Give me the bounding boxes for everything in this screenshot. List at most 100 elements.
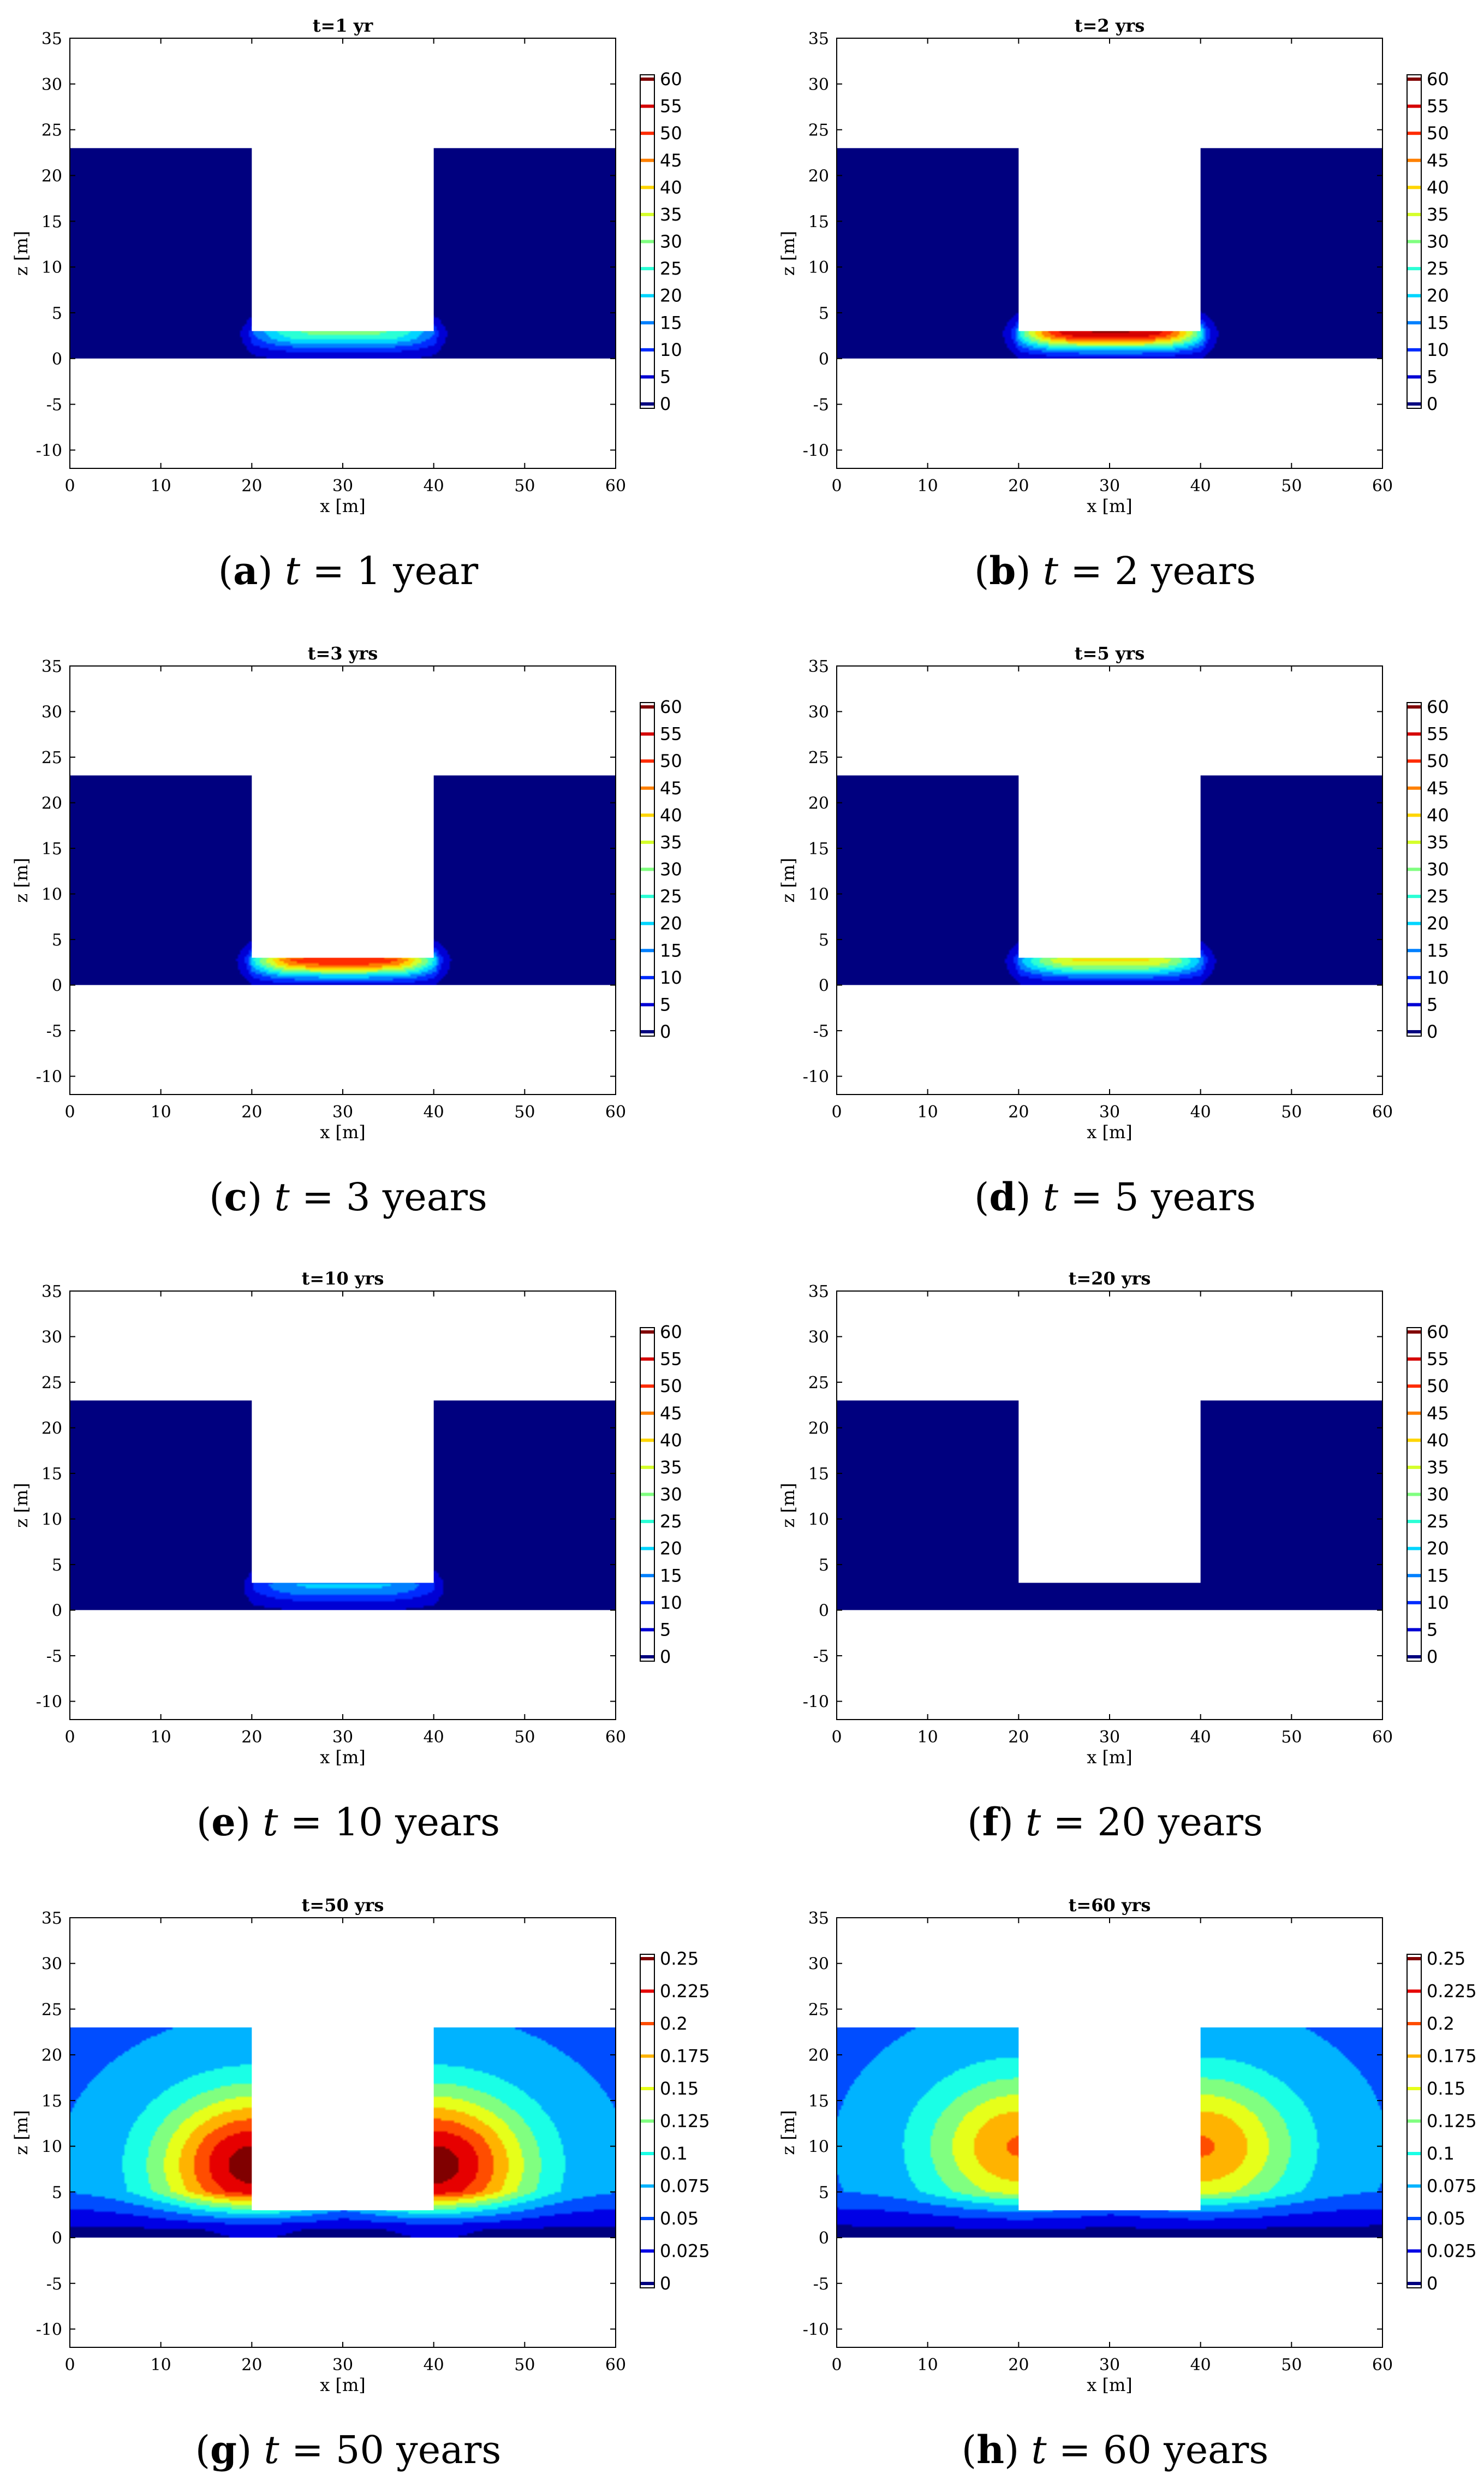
colorbar-swatch: [641, 294, 654, 298]
colorbar-swatch: [1408, 2249, 1421, 2253]
colorbar-swatch: [1408, 1030, 1421, 1033]
x-tick-label: 10: [917, 477, 938, 496]
colorbar-swatch: [641, 240, 654, 243]
panel-title: t=10 yrs: [302, 1268, 384, 1289]
colorbar-tick-label: 55: [1427, 724, 1449, 745]
colorbar-swatch: [641, 1384, 654, 1388]
caption-time-symbol: t: [1043, 1175, 1059, 1220]
colorbar-tick-label: 55: [660, 96, 682, 117]
colorbar-tick-label: 0.1: [1427, 2143, 1455, 2164]
colorbar-tick-label: 0: [660, 2273, 671, 2294]
colorbar-tick-label: 20: [1427, 1538, 1449, 1559]
y-tick-label: 25: [41, 748, 62, 768]
colorbar-tick-label: 0.1: [660, 2143, 688, 2164]
caption-letter: d: [989, 1174, 1016, 1220]
caption-time-symbol: t: [263, 1800, 278, 1845]
colorbar-swatch: [1408, 759, 1421, 763]
colorbar-swatch: [641, 2119, 654, 2123]
colorbar-tick-label: 0.175: [1427, 2046, 1477, 2067]
x-tick-label: 40: [424, 1728, 444, 1747]
colorbar-tick-label: 50: [660, 1376, 682, 1396]
y-tick-label: 5: [819, 304, 829, 323]
y-tick-label: 35: [41, 1909, 62, 1928]
colorbar-swatch: [641, 348, 654, 352]
colorbar: 0 5 10 15 20 25 30 35 40 45 50 55 60: [640, 697, 682, 1042]
y-tick-label: 0: [52, 350, 62, 369]
y-tick-label: 5: [819, 931, 829, 950]
colorbar-tick-label: 45: [1427, 778, 1449, 799]
colorbar-swatch: [1408, 1384, 1421, 1388]
y-tick-label: 5: [52, 1556, 62, 1575]
y-tick-label: 35: [808, 1282, 829, 1301]
caption-text: = 10 years: [278, 1800, 500, 1845]
y-tick-label: 25: [41, 1373, 62, 1393]
y-tick-label: -5: [813, 1022, 829, 1041]
y-tick-label: 25: [808, 121, 829, 140]
colorbar-swatch: [641, 375, 654, 379]
x-axis-label: x [m]: [1087, 1747, 1133, 1768]
y-tick-label: 30: [808, 703, 829, 722]
colorbar-swatch: [641, 813, 654, 817]
colorbar-tick-label: 20: [660, 1538, 682, 1559]
colorbar-swatch: [641, 321, 654, 325]
colorbar-tick-label: 0.225: [660, 1981, 710, 2002]
y-tick-label: 30: [41, 75, 62, 94]
colorbar-tick-label: 10: [1427, 1592, 1449, 1613]
panel-title: t=1 yr: [313, 15, 374, 36]
x-tick-label: 10: [917, 2356, 938, 2375]
caption-letter: f: [982, 1799, 1000, 1845]
colorbar-tick-label: 35: [1427, 204, 1449, 225]
colorbar-tick-label: 15: [660, 312, 682, 333]
y-tick-label: -5: [46, 396, 62, 415]
x-tick-label: 40: [1190, 1728, 1211, 1747]
colorbar-tick-label: 25: [1427, 886, 1449, 907]
colorbar-tick-label: 0.25: [1427, 1948, 1465, 1969]
colorbar-tick-label: 40: [1427, 805, 1449, 825]
colorbar: 0 0.025 0.05 0.075 0.1 0.125 0.15 0.175 0.2 0.225…: [1406, 1948, 1477, 2294]
colorbar-swatch: [1408, 1330, 1421, 1334]
x-tick-label: 10: [917, 1103, 938, 1122]
x-tick-label: 0: [831, 1728, 842, 1747]
colorbar-tick-label: 55: [1427, 1349, 1449, 1370]
colorbar-tick-label: 40: [660, 805, 682, 825]
colorbar-swatch: [1408, 2152, 1421, 2155]
colorbar-tick-label: 40: [1427, 1430, 1449, 1450]
panel-title: t=50 yrs: [302, 1895, 384, 1916]
colorbar-swatch: [1408, 1655, 1421, 1658]
y-tick-label: -10: [803, 1693, 829, 1712]
caption-time-symbol: t: [1032, 2428, 1047, 2472]
x-tick-label: 0: [831, 1103, 842, 1122]
x-tick-label: 30: [332, 477, 353, 496]
x-tick-label: 0: [64, 2356, 75, 2375]
colorbar-swatch: [641, 786, 654, 790]
panel-g: t=50 yrs 0 10 20 30 40 50 60 -10 -5 0 5 10 15 20 25 30 35…: [11, 1895, 710, 2472]
x-tick-label: 30: [1099, 1103, 1120, 1122]
colorbar-swatch: [1408, 705, 1421, 709]
x-tick-label: 20: [241, 477, 262, 496]
colorbar-swatch: [641, 1601, 654, 1604]
x-tick-label: 10: [151, 477, 171, 496]
x-tick-label: 60: [605, 2356, 626, 2375]
y-axis-label: z [m]: [778, 2110, 798, 2155]
colorbar-swatch: [641, 976, 654, 979]
y-tick-label: 10: [808, 2138, 829, 2157]
caption-letter: e: [211, 1799, 236, 1845]
y-tick-label: -10: [803, 1068, 829, 1087]
colorbar-swatch: [641, 2249, 654, 2253]
x-tick-label: 50: [1281, 2356, 1302, 2375]
colorbar-tick-label: 20: [1427, 286, 1449, 306]
colorbar-tick-label: 60: [660, 1322, 682, 1342]
panel-title: t=20 yrs: [1069, 1268, 1151, 1289]
y-tick-label: 10: [808, 1510, 829, 1530]
caption-letter: h: [976, 2427, 1004, 2472]
colorbar-tick-label: 45: [1427, 150, 1449, 171]
colorbar-tick-label: 0.25: [660, 1948, 699, 1969]
colorbar-swatch: [1408, 1547, 1421, 1550]
colorbar-tick-label: 35: [1427, 832, 1449, 853]
x-tick-label: 50: [1281, 1103, 1302, 1122]
y-tick-label: 0: [819, 1602, 829, 1621]
colorbar-swatch: [641, 1547, 654, 1550]
x-tick-label: 20: [241, 2356, 262, 2375]
